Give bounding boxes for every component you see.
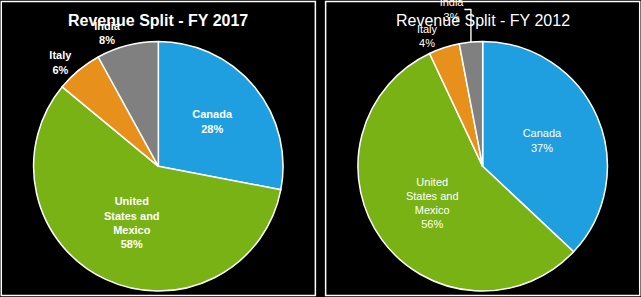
svg-text:Revenue Split - FY 2017: Revenue Split - FY 2017: [68, 12, 248, 29]
svg-text:Revenue Split - FY 2012: Revenue Split - FY 2012: [396, 12, 570, 29]
svg-text:India8%: India8%: [94, 20, 121, 46]
svg-text:UnitedStates andMexico58%: UnitedStates andMexico58%: [104, 195, 160, 250]
svg-text:Italy4%: Italy4%: [417, 23, 438, 49]
svg-text:Canada37%: Canada37%: [523, 127, 562, 153]
svg-text:Italy6%: Italy6%: [49, 49, 72, 75]
svg-text:Canada28%: Canada28%: [192, 108, 233, 134]
svg-text:India3%: India3%: [440, 0, 465, 23]
svg-text:UnitedStates andMexico56%: UnitedStates andMexico56%: [406, 176, 459, 231]
